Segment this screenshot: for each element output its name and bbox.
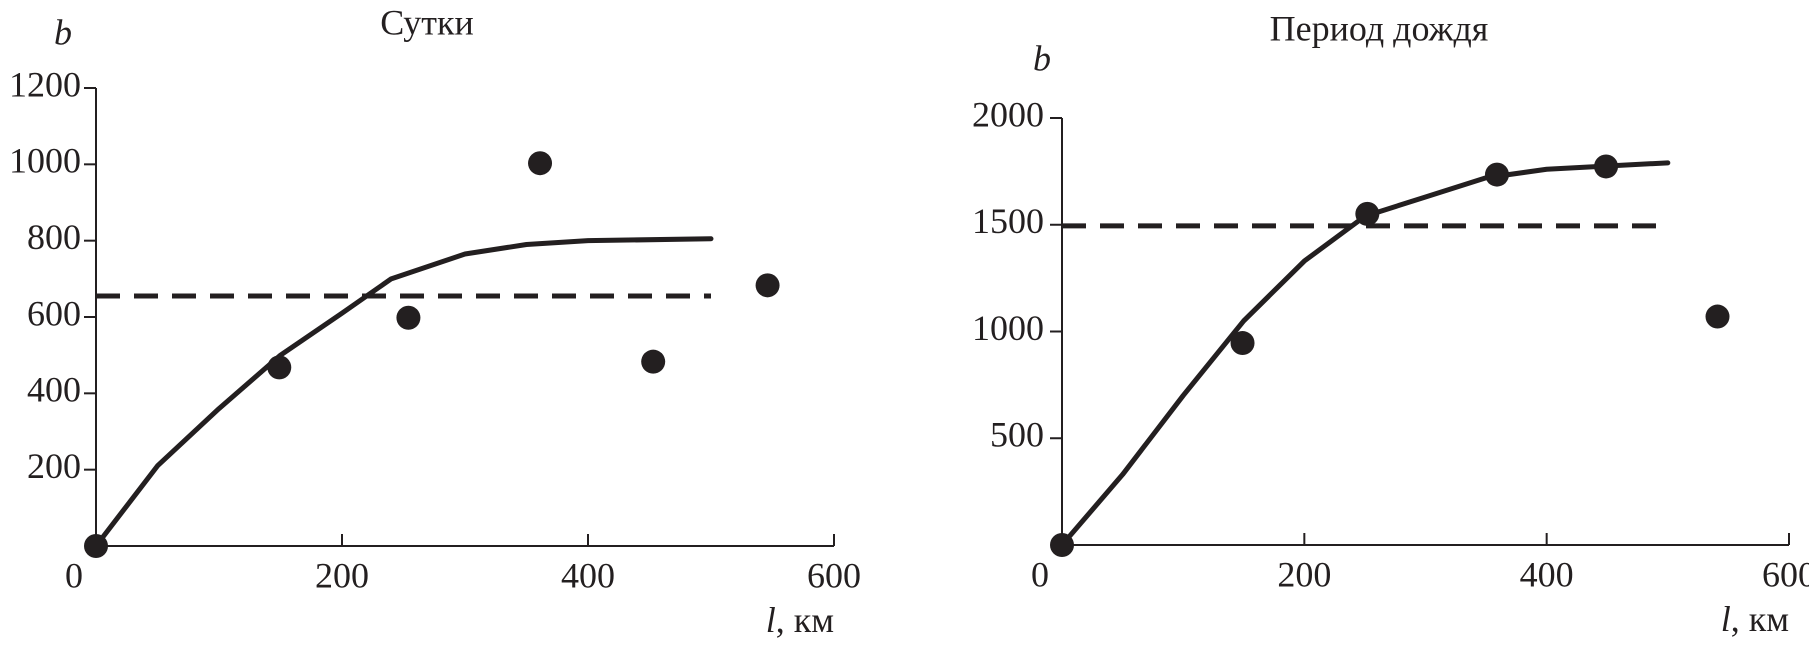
data-point [528,151,553,176]
x-tick-label: 0 [1031,554,1049,594]
chart-title: Сутки [380,2,474,42]
y-axis-label: b [54,12,72,52]
curve [1059,160,1671,548]
y-tick-label: 1000 [972,308,1044,348]
y-tick-label: 1200 [9,64,81,104]
x-axis-label: l, км [766,600,834,640]
y-tick-label: 800 [27,217,81,257]
y-tick-label: 2000 [972,94,1044,134]
data-point [641,349,666,374]
data-point [84,534,108,558]
x-tick-label: 200 [1277,554,1331,594]
y-tick-label: 600 [27,293,81,333]
data-point [1484,162,1509,187]
y-tick-label: 1000 [9,141,81,181]
x-axis-unit: , км [1731,599,1789,639]
data-point [1594,154,1619,179]
y-tick-label: 200 [27,446,81,486]
x-tick-label: 600 [807,555,861,595]
x-tick-label: 400 [1520,554,1574,594]
x-axis-unit: , км [776,600,834,640]
y-tick-label: 400 [27,370,81,410]
data-point [396,305,421,330]
x-tick-label: 0 [65,555,83,595]
x-axis-label: l, км [1721,599,1789,639]
x-tick-label: 400 [561,555,615,595]
data-point [1050,533,1074,557]
x-tick-label: 200 [315,555,369,595]
x-axis-variable: l [766,600,776,640]
x-axis-variable: l [1721,599,1731,639]
x-tick-label: 600 [1762,554,1809,594]
data-point [755,273,780,298]
y-axis-label: b [1033,38,1051,78]
y-tick-label: 500 [990,415,1044,455]
data-point [267,355,292,380]
y-tick-label: 1500 [972,201,1044,241]
curve [93,236,714,549]
chart-title: Период дождя [1270,8,1489,48]
data-point [1355,201,1380,226]
data-point [1230,331,1255,356]
data-point [1705,304,1730,329]
